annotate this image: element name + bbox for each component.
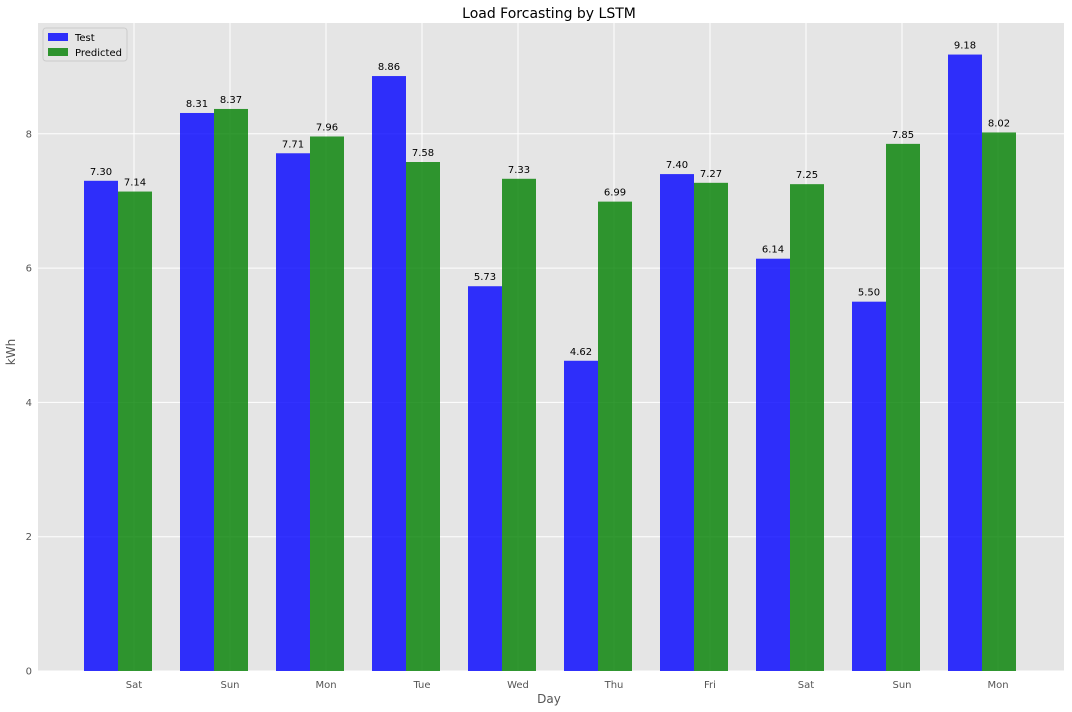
x-axis-title: Day [537,692,561,706]
bar-predicted [214,108,248,671]
bar-value-label: 7.85 [892,130,914,141]
bar-value-label: 9.18 [954,41,976,52]
bar-test [564,360,598,671]
bar-predicted [598,201,632,671]
x-tick-label: Mon [987,680,1008,691]
bar-predicted [790,184,824,671]
bars [84,54,1016,672]
bar-predicted [310,136,344,671]
legend-label-test: Test [74,33,95,44]
bar-predicted [406,162,440,671]
bar-value-label: 7.14 [124,178,146,189]
bar-value-label: 7.25 [796,170,818,181]
bar-value-label: 7.30 [90,167,112,178]
bar-test [372,76,406,671]
bar-test [180,112,214,672]
bar-test [276,153,310,672]
legend-swatch-test [48,33,68,41]
legend-swatch-predicted [48,48,68,56]
bar-test [948,54,982,672]
bar-value-label: 7.96 [316,122,338,133]
bar-value-label: 8.31 [186,99,208,110]
x-tick-label: Wed [507,680,529,691]
bar-predicted [502,178,536,671]
y-axis-title: kWh [4,339,18,365]
chart-title: Load Forcasting by LSTM [462,6,636,22]
x-tick-label: Sun [892,680,911,691]
bar-test [660,174,694,672]
x-tick-label: Thu [604,680,624,691]
bar-value-label: 7.33 [508,165,530,176]
y-tick-label: 2 [26,532,32,543]
bar-predicted [118,191,152,671]
bar-value-label: 8.86 [378,62,400,73]
x-tick-label: Fri [704,680,716,691]
bar-value-label: 7.71 [282,139,304,150]
legend-label-predicted: Predicted [75,48,122,59]
y-tick-label: 8 [26,129,32,140]
y-tick-label: 6 [26,264,32,275]
x-tick-label: Sat [126,680,142,691]
bar-value-label: 5.73 [474,272,496,283]
bar-predicted [886,143,920,671]
x-tick-label: Tue [412,680,430,691]
bar-value-label: 5.50 [858,288,880,299]
bar-value-label: 6.99 [604,188,626,199]
bar-predicted [982,132,1016,671]
x-tick-label: Sun [220,680,239,691]
y-axis-ticks: 0 2 4 6 8 [26,129,32,677]
bar-test [84,180,118,672]
bar-test [852,301,886,671]
y-tick-label: 0 [26,667,32,678]
bar-test [468,286,502,671]
legend: Test Predicted [42,27,128,62]
bar-value-label: 7.27 [700,169,722,180]
x-tick-label: Mon [315,680,336,691]
bar-value-label: 6.14 [762,245,784,256]
bar-value-label: 8.37 [220,95,242,106]
x-axis-ticks: Sat Sun Mon Tue Wed Thu Fri Sat Sun Mon [126,680,1009,691]
bar-value-label: 4.62 [570,347,592,358]
y-tick-label: 4 [26,398,32,409]
bar-value-label: 7.58 [412,148,434,159]
bar-predicted [694,182,728,671]
bar-test [756,258,790,671]
x-tick-label: Sat [798,680,814,691]
bar-labels: 7.30 8.31 7.71 8.86 5.73 4.62 7.40 6.14 5.50 9.18… [90,41,1010,358]
bar-value-label: 7.40 [666,160,688,171]
bar-value-label: 8.02 [988,118,1010,129]
